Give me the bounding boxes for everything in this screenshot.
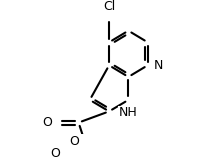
Text: N: N xyxy=(153,59,163,72)
Text: NH: NH xyxy=(118,106,137,119)
Text: O: O xyxy=(69,135,79,148)
Text: Cl: Cl xyxy=(103,0,115,13)
Text: O: O xyxy=(51,147,61,160)
Text: O: O xyxy=(43,116,53,129)
